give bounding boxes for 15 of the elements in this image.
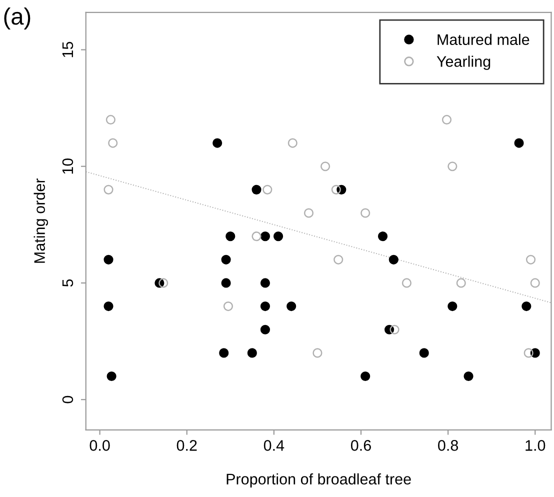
x-tick-label: 0.6 [350, 440, 371, 451]
y-tick-label: 10 [62, 158, 74, 174]
x-tick-label: 0.8 [438, 440, 458, 451]
x-axis-title: Proportion of broadleaf tree [226, 473, 411, 488]
text: (a) [4, 7, 30, 30]
x-tick-label: 0.4 [264, 440, 284, 451]
legend-label: Matured male [438, 34, 530, 46]
x-tick-label: 1.0 [526, 440, 546, 451]
x-tick-label: 0.2 [176, 440, 197, 451]
y-tick-label: 15 [62, 42, 74, 58]
y-axis-title: Mating order [34, 178, 48, 263]
legend-label: Yearling [436, 56, 490, 70]
y-tick-label: 0 [62, 396, 74, 404]
x-tick-label: 0.0 [90, 440, 110, 451]
y-tick-label: 5 [62, 279, 74, 287]
